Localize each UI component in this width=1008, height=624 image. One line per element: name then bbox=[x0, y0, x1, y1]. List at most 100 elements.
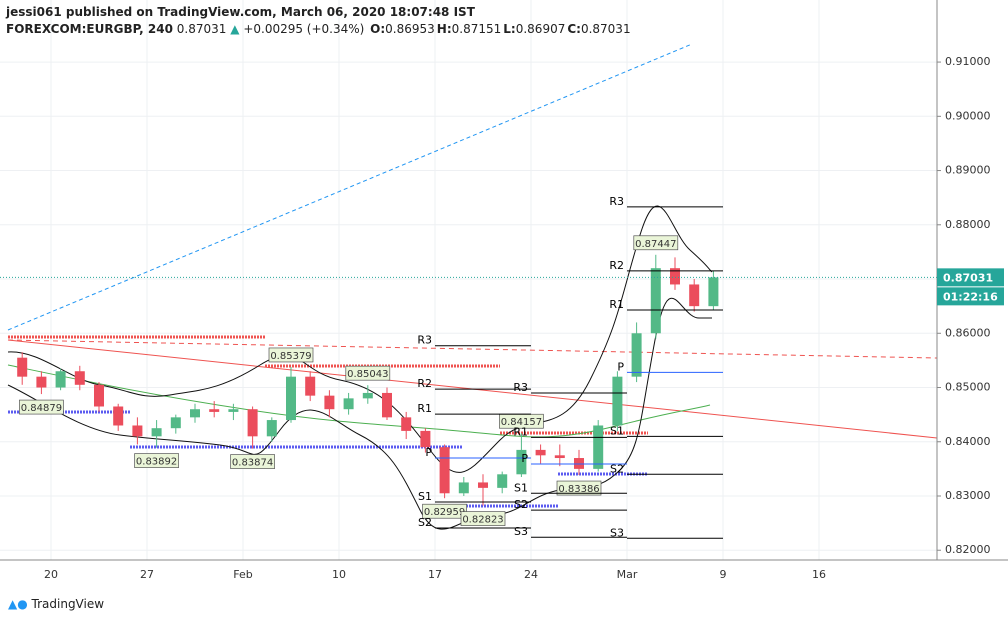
x-tick-label: Mar bbox=[617, 568, 638, 581]
price-label: 0.85379 bbox=[270, 351, 311, 362]
y-tick-label: 0.84000 bbox=[945, 435, 991, 448]
price-label-box bbox=[268, 347, 314, 363]
candle-body bbox=[670, 268, 680, 285]
pivot-label: S1 bbox=[514, 481, 528, 494]
candle-body bbox=[631, 333, 642, 377]
ohlc-value: 0.86953 bbox=[385, 22, 435, 36]
candle-body bbox=[209, 409, 220, 412]
candle-body bbox=[708, 277, 719, 307]
ohlc-key: C: bbox=[567, 22, 581, 36]
x-tick-label: Feb bbox=[233, 568, 252, 581]
pivot-label: S3 bbox=[610, 526, 624, 539]
candle-body bbox=[439, 447, 450, 494]
y-tick-label: 0.90000 bbox=[945, 109, 991, 122]
price-label: 0.84157 bbox=[501, 417, 542, 428]
candle-body bbox=[36, 376, 47, 388]
price-label: 0.82959 bbox=[424, 507, 465, 518]
candle-body bbox=[593, 425, 604, 469]
candle-body bbox=[343, 398, 354, 410]
grid bbox=[0, 0, 937, 560]
ohlc-value: 0.86907 bbox=[515, 22, 566, 36]
candle-body bbox=[286, 376, 296, 421]
candle-body bbox=[190, 409, 200, 418]
candle-body bbox=[478, 482, 488, 488]
ohlc-key: L: bbox=[503, 22, 516, 36]
candle-body bbox=[497, 474, 508, 488]
y-tick-label: 0.83000 bbox=[945, 489, 991, 502]
price-label: 0.83892 bbox=[136, 457, 177, 468]
change: +0.00295 (+0.34%) bbox=[243, 22, 365, 36]
pivot-label: P bbox=[617, 360, 624, 373]
candle-body bbox=[401, 417, 412, 431]
ohlc-key: H: bbox=[436, 22, 452, 36]
pivot-label: R1 bbox=[417, 402, 432, 415]
candle-body bbox=[247, 409, 258, 437]
price-label-box bbox=[19, 399, 64, 415]
y-tick-label: 0.88000 bbox=[945, 218, 991, 231]
last-price-label: 0.87031 bbox=[943, 271, 993, 284]
y-tick-label: 0.82000 bbox=[945, 543, 991, 556]
pivot-label: R2 bbox=[417, 377, 432, 390]
candle-body bbox=[228, 409, 239, 412]
price-label-box bbox=[460, 511, 506, 526]
y-tick-label: 0.89000 bbox=[945, 164, 991, 177]
pivot-label: S2 bbox=[418, 516, 432, 529]
price-label-box bbox=[556, 480, 602, 496]
price-label-box bbox=[230, 454, 275, 469]
x-tick-label: 10 bbox=[332, 568, 346, 581]
x-tick-label: 27 bbox=[140, 568, 154, 581]
y-tick-label: 0.86000 bbox=[945, 326, 991, 339]
pivot-label: R1 bbox=[513, 425, 528, 438]
candle-body bbox=[324, 395, 335, 410]
plot: 0.84879 0.83892 0.83874 0.85379 0.85043 0.829… bbox=[0, 195, 937, 539]
candle-body bbox=[55, 371, 66, 388]
moving-average bbox=[7, 364, 711, 438]
candle-body bbox=[420, 430, 431, 448]
x-tick-label: 20 bbox=[44, 568, 58, 581]
ohlc: O:0.86953 H:0.87151 L:0.86907 C:0.87031 bbox=[368, 22, 630, 36]
x-tick-label: 9 bbox=[720, 568, 727, 581]
ohlc-value: 0.87031 bbox=[580, 22, 631, 36]
axis-labels: 0.82000 0.83000 0.84000 0.85000 0.86000 0.870… bbox=[44, 55, 1004, 581]
candle-body bbox=[151, 428, 162, 437]
ohlc-value: 0.87151 bbox=[451, 22, 502, 36]
symbol-line: FOREXCOM:EURGBP, 240 0.87031 ▲ +0.00295 … bbox=[6, 21, 631, 38]
candle-body bbox=[650, 268, 661, 334]
header: jessi061 published on TradingView.com, M… bbox=[6, 4, 631, 38]
footer: ▲● TradingView bbox=[8, 597, 104, 611]
candle-body bbox=[305, 376, 316, 396]
publisher: jessi061 published on TradingView.com, M… bbox=[6, 5, 475, 19]
price-label-box bbox=[422, 503, 467, 519]
price-label: 0.85043 bbox=[347, 369, 388, 380]
candle-body bbox=[516, 449, 527, 475]
pivot-label: S1 bbox=[610, 424, 624, 437]
price-label-box bbox=[633, 235, 679, 251]
candle-body bbox=[382, 392, 392, 418]
trend-line bbox=[7, 43, 693, 331]
pivot-label: R3 bbox=[609, 195, 624, 208]
pivot-label: S2 bbox=[514, 498, 528, 511]
ohlc-key: O: bbox=[370, 22, 386, 36]
price-label: 0.82823 bbox=[462, 515, 503, 526]
symbol: FOREXCOM:EURGBP, 240 bbox=[6, 22, 173, 36]
pivot-label: R1 bbox=[609, 298, 624, 311]
pivot-label: P bbox=[425, 446, 432, 459]
candle-body bbox=[554, 455, 565, 459]
pivot-label: S1 bbox=[418, 490, 432, 503]
y-tick-label: 0.85000 bbox=[945, 381, 991, 394]
bollinger-lower bbox=[7, 297, 712, 530]
y-tick-label: 0.91000 bbox=[945, 55, 991, 68]
last-price-box bbox=[937, 268, 1004, 287]
candle-body bbox=[362, 392, 373, 399]
candle-body bbox=[74, 371, 85, 385]
x-tick-label: 16 bbox=[812, 568, 826, 581]
price-label: 0.87447 bbox=[635, 239, 676, 250]
candle-body bbox=[266, 420, 277, 437]
pivot-label: R3 bbox=[513, 381, 528, 394]
candle-body bbox=[535, 449, 546, 456]
logo: ▲● bbox=[8, 597, 28, 611]
pivot-label: R3 bbox=[417, 334, 432, 347]
